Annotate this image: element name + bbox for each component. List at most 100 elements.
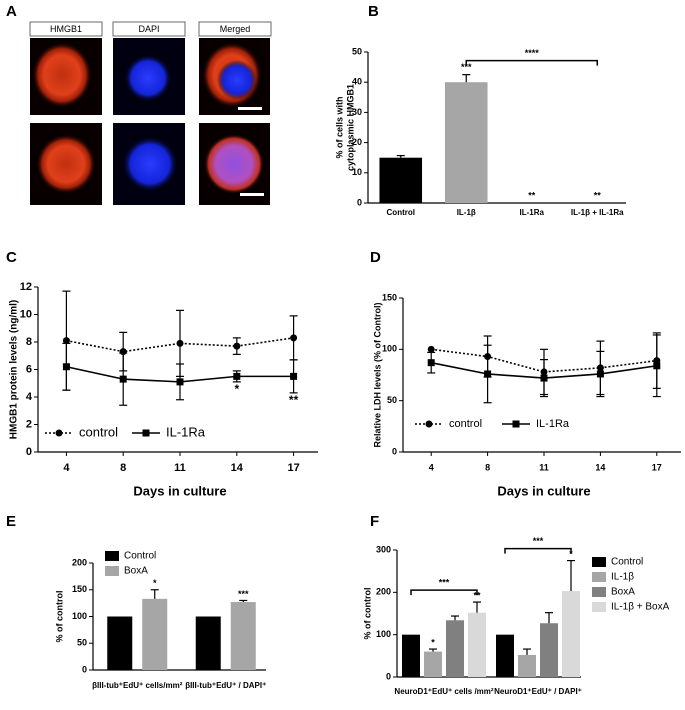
y-tick-label: 20 — [352, 137, 362, 147]
x-tick-label: 17 — [652, 462, 662, 472]
y-tick-label: 10 — [352, 167, 362, 177]
x-tick-label: 11 — [174, 462, 186, 474]
marker — [484, 370, 492, 378]
legend-label: Control — [611, 557, 643, 568]
y-axis-label: cytoplasmic HMGB1 — [345, 84, 355, 171]
significance: ** — [528, 190, 536, 200]
y-tick-label: 2 — [26, 418, 32, 430]
y-tick-label: 50 — [352, 46, 362, 56]
legend-label: control — [79, 424, 118, 439]
bar — [444, 82, 488, 203]
panel-letter: E — [6, 513, 16, 530]
legend-marker — [425, 420, 433, 428]
y-tick-label: 0 — [26, 446, 32, 458]
marker — [290, 334, 298, 342]
y-axis-label: HMGB1 protein levels (ng/ml) — [9, 300, 20, 439]
y-axis-label: % of cells with — [334, 96, 344, 158]
y-tick-label: 100 — [376, 629, 391, 639]
comparison-label: *** — [439, 577, 450, 587]
y-tick-label: 200 — [376, 587, 391, 597]
x-tick-label: NeuroD1⁺EdU⁺ / DAPI⁺ — [494, 687, 582, 696]
x-tick-label: 11 — [539, 462, 549, 472]
bar — [142, 598, 168, 670]
y-tick-label: 150 — [382, 292, 397, 302]
y-axis-label: % of control — [54, 591, 64, 643]
y-tick-label: 0 — [392, 446, 397, 456]
legend-marker — [142, 429, 150, 437]
y-tick-label: 12 — [20, 281, 32, 293]
significance: *** — [238, 589, 249, 599]
x-tick-label: 4 — [63, 462, 70, 474]
marker — [290, 372, 298, 380]
bar — [562, 591, 580, 677]
bar — [540, 623, 558, 677]
x-axis-label: Days in culture — [133, 483, 226, 498]
y-tick-label: 300 — [376, 544, 391, 554]
legend-marker — [512, 420, 520, 428]
significance: ** — [289, 393, 299, 407]
y-tick-label: 200 — [72, 557, 87, 567]
comparison-bracket — [465, 59, 598, 66]
legend-swatch — [592, 557, 606, 567]
marker — [540, 374, 548, 382]
x-tick-label: 17 — [287, 462, 299, 474]
marker — [233, 342, 241, 350]
legend-label: IL-1Ra — [166, 424, 206, 439]
line — [431, 348, 657, 373]
significance: * — [234, 382, 239, 396]
significance: * — [569, 549, 573, 559]
x-tick-label: 8 — [120, 462, 126, 474]
image-label: Merged — [220, 24, 251, 34]
label-box — [112, 21, 186, 37]
x-axis-label: Days in culture — [497, 483, 590, 498]
marker — [62, 337, 70, 345]
legend-label: IL-1Ra — [536, 418, 570, 430]
legend-swatch — [592, 572, 606, 582]
cell — [36, 134, 96, 194]
x-tick-label: βIII-tub⁺EdU⁺ cells/mm² — [92, 681, 183, 690]
significance: ** — [594, 190, 602, 200]
significance: * — [431, 637, 435, 647]
cell — [204, 134, 264, 194]
cell — [124, 54, 172, 102]
comparison-bracket — [504, 547, 572, 554]
y-tick-label: 0 — [357, 197, 362, 207]
y-tick-label: 150 — [72, 584, 87, 594]
marker — [233, 372, 241, 380]
bar — [446, 620, 464, 677]
cell — [32, 42, 92, 108]
marker — [119, 375, 127, 383]
image-label: DAPI — [138, 24, 159, 34]
comparison-label: **** — [525, 48, 540, 58]
legend-label: IL-1β + BoxA — [611, 602, 670, 613]
legend-swatch — [105, 566, 119, 576]
scale-bar — [238, 107, 262, 110]
legend-label: BoxA — [124, 566, 148, 577]
x-tick-label: IL-1β + IL-1Ra — [571, 208, 624, 217]
legend-label: control — [449, 418, 482, 430]
y-tick-label: 0 — [386, 671, 391, 681]
label-box — [29, 21, 103, 37]
panel-letter: F — [370, 513, 379, 530]
bar — [402, 634, 420, 677]
y-tick-label: 8 — [26, 336, 32, 348]
legend-marker — [55, 429, 63, 437]
significance: ** — [473, 590, 481, 600]
y-tick-label: 6 — [26, 363, 32, 375]
panel-letter: D — [370, 249, 381, 266]
legend-swatch — [105, 551, 119, 561]
image-label: HMGB1 — [50, 24, 82, 34]
y-tick-label: 40 — [352, 77, 362, 87]
y-axis-label: % of control — [362, 588, 372, 640]
significance: *** — [461, 62, 472, 72]
y-axis-label: Relative LDH levels (% of Control) — [372, 302, 382, 447]
y-tick-label: 4 — [26, 391, 33, 403]
legend-label: IL-1β — [611, 572, 634, 583]
x-tick-label: 8 — [485, 462, 490, 472]
significance: * — [153, 578, 157, 588]
y-tick-label: 100 — [72, 611, 87, 621]
label-box — [198, 21, 272, 37]
bar — [496, 634, 514, 677]
panel-letter: A — [6, 3, 17, 20]
